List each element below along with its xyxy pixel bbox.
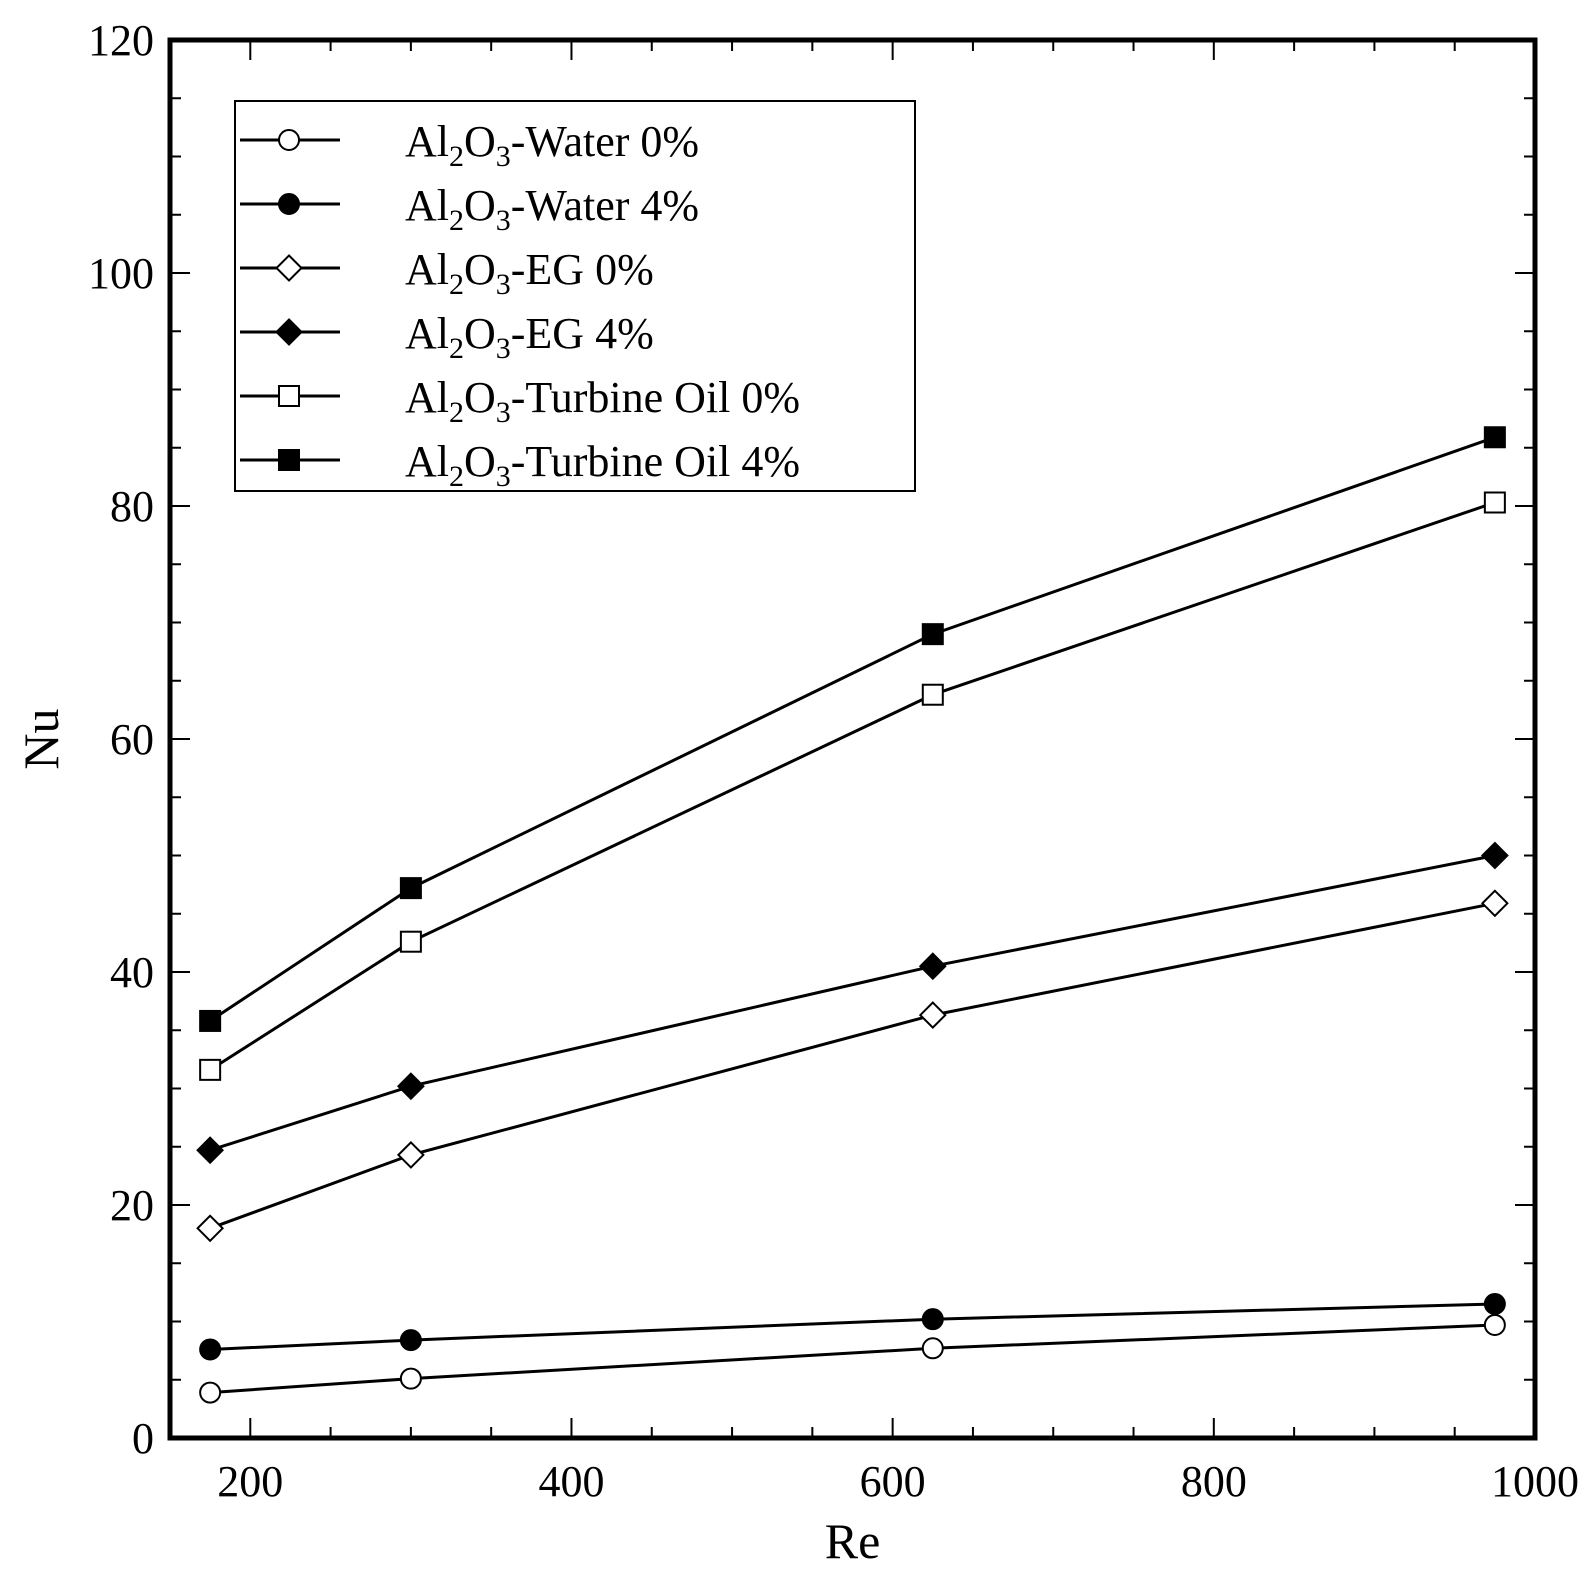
data-point — [921, 683, 944, 706]
legend-item: Al2O3-EG 0% — [240, 245, 654, 301]
y-tick-label: 0 — [132, 1414, 154, 1463]
tick-labels: 200 400 600 800 1000 0 20 40 60 80 100 120 — [88, 16, 1579, 1506]
data-point — [1480, 889, 1509, 918]
x-tick-label: 200 — [217, 1457, 283, 1506]
x-axis-title: Re — [825, 1513, 881, 1569]
series-0 — [199, 1313, 1506, 1404]
y-tick-label: 80 — [110, 482, 154, 531]
data-point — [921, 623, 944, 646]
data-point — [199, 1338, 222, 1361]
data-point — [399, 1329, 422, 1352]
data-point — [1483, 1293, 1506, 1316]
legend-item: Al2O3-Water 0% — [240, 117, 699, 173]
data-point — [396, 1072, 425, 1101]
legend-label: Al2O3-EG 0% — [405, 245, 654, 301]
legend-item: Al2O3-EG 4% — [240, 309, 654, 365]
plot-frame — [167, 37, 1538, 1441]
legend-marker — [275, 254, 303, 282]
data-point — [196, 1136, 225, 1165]
legend-box — [234, 100, 916, 492]
legend-item: Al2O3-Water 4% — [240, 181, 699, 237]
data-point — [1483, 491, 1506, 514]
data-point — [396, 1140, 425, 1169]
y-tick-label: 60 — [110, 715, 154, 764]
data-point — [196, 1214, 225, 1243]
data-point — [199, 1381, 222, 1404]
legend-marker — [278, 449, 300, 471]
series-line — [209, 854, 1496, 1152]
y-tick-label: 100 — [88, 249, 154, 298]
series-3 — [196, 841, 1509, 1165]
data-point — [399, 877, 422, 900]
data-point — [399, 930, 422, 953]
x-tick-label: 400 — [538, 1457, 604, 1506]
legend: Al2O3-Water 0% Al2O3-Water 4% Al2O3-EG 0% A… — [234, 100, 916, 493]
y-tick-label: 120 — [88, 16, 154, 65]
data-point — [1483, 426, 1506, 449]
data-point — [921, 1308, 944, 1331]
y-axis-title: Nu — [13, 708, 69, 769]
x-tick-label: 1000 — [1491, 1457, 1579, 1506]
series-line — [209, 901, 1496, 1230]
series-line — [209, 1323, 1495, 1395]
legend-marker — [278, 193, 300, 215]
legend-label: Al2O3-Turbine Oil 4% — [405, 437, 800, 493]
data-point — [921, 1337, 944, 1360]
series-5 — [199, 426, 1506, 1032]
series-line — [209, 435, 1496, 1023]
series-1 — [199, 1293, 1506, 1361]
legend-item: Al2O3-Turbine Oil 4% — [240, 437, 800, 493]
series-2 — [196, 889, 1509, 1243]
data-point — [199, 1058, 222, 1081]
legend-label: Al2O3-Turbine Oil 0% — [405, 373, 800, 429]
series-4 — [199, 491, 1506, 1081]
data-point — [918, 952, 947, 981]
data-point — [399, 1367, 422, 1390]
legend-marker — [278, 385, 300, 407]
legend-marker — [275, 318, 303, 346]
series-layer — [196, 426, 1509, 1404]
legend-label: Al2O3-Water 4% — [405, 181, 699, 237]
data-point — [1483, 1313, 1506, 1336]
x-tick-label: 800 — [1181, 1457, 1247, 1506]
x-tick-label: 600 — [860, 1457, 926, 1506]
legend-label: Al2O3-Water 0% — [405, 117, 699, 173]
legend-item: Al2O3-Turbine Oil 0% — [240, 373, 800, 429]
series-line — [209, 501, 1496, 1072]
data-point — [1480, 841, 1509, 870]
data-point — [199, 1009, 222, 1032]
data-point — [918, 1001, 947, 1030]
legend-marker — [278, 129, 300, 151]
y-tick-label: 40 — [110, 948, 154, 997]
legend-label: Al2O3-EG 4% — [405, 309, 654, 365]
y-tick-label: 20 — [110, 1181, 154, 1230]
series-line — [210, 1302, 1495, 1351]
